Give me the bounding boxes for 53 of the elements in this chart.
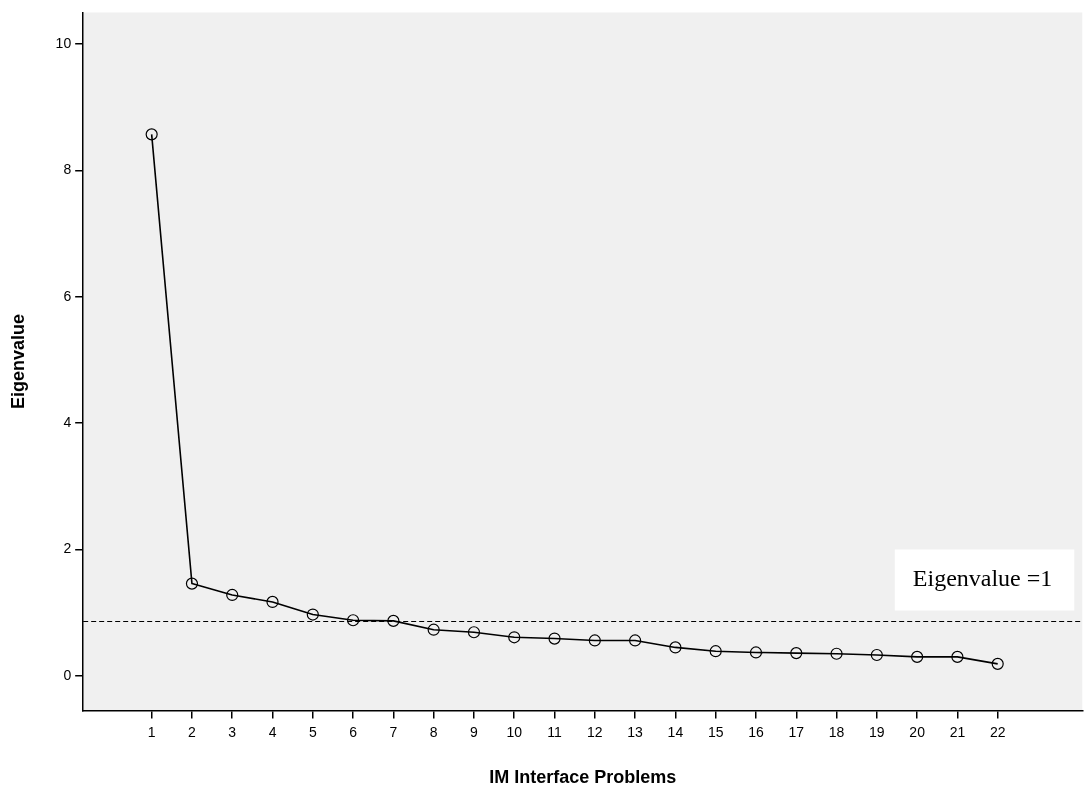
point [991, 657, 1004, 670]
point [347, 614, 360, 627]
point [588, 634, 601, 647]
x-tick-label: 14 [667, 723, 684, 740]
x-tick-label: 1 [147, 723, 156, 740]
point [185, 577, 199, 590]
y-tick-label: 2 [63, 540, 72, 557]
x-tick-label: 15 [707, 723, 724, 740]
point [306, 608, 319, 621]
point [749, 646, 763, 659]
x-tick-label: 11 [547, 723, 563, 740]
x-tick-label: 22 [989, 723, 1006, 740]
x-tick-label: 13 [627, 723, 644, 740]
x-tick-label: 20 [909, 723, 926, 740]
x-tick-label: 12 [587, 723, 603, 740]
x-tick-label: 4 [268, 723, 277, 740]
y-tick-label: 8 [63, 161, 72, 178]
point [911, 650, 924, 663]
point [870, 648, 883, 662]
x-tick-label: 5 [308, 723, 317, 740]
point [830, 647, 843, 660]
x-tick-label: 9 [470, 723, 479, 740]
point [790, 647, 803, 660]
x-tick-label: 2 [188, 723, 197, 740]
point [427, 623, 440, 636]
point [226, 588, 239, 602]
x-tick-label: 19 [869, 723, 885, 740]
y-tick-label: 6 [63, 287, 72, 304]
y-tick-label: 4 [63, 413, 72, 430]
y-axis-title: Eigenvalue [7, 313, 28, 410]
x-tick-label: 17 [788, 723, 805, 740]
ref-line-label: Eigenvalue =1 [912, 564, 1053, 591]
x-tick-label: 16 [748, 723, 764, 740]
point [467, 626, 481, 639]
x-tick-label: 3 [228, 723, 237, 740]
point [548, 632, 561, 645]
x-tick-label: 21 [949, 723, 966, 740]
x-tick-label: 6 [349, 723, 358, 740]
y-tick-label: 10 [55, 34, 72, 51]
point [709, 645, 722, 658]
point [387, 614, 400, 627]
point [145, 128, 158, 141]
y-tick-label: 0 [63, 666, 72, 683]
point [629, 634, 642, 647]
x-tick-label: 8 [429, 723, 438, 740]
point [951, 650, 964, 663]
point [266, 595, 279, 609]
point [669, 641, 682, 654]
x-tick-label: 10 [506, 723, 523, 740]
point [508, 631, 521, 644]
x-tick-label: 18 [828, 723, 845, 740]
x-axis-title: IM Interface Problems [489, 767, 677, 788]
x-tick-label: 7 [389, 723, 398, 740]
